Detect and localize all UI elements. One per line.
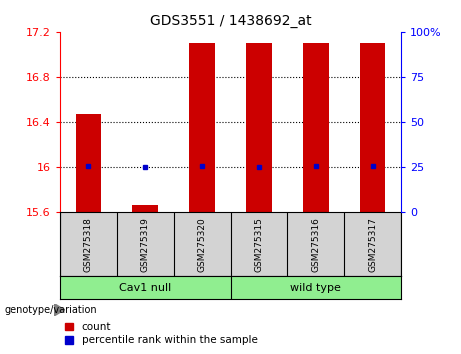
Text: GSM275319: GSM275319 <box>141 217 150 272</box>
Text: genotype/variation: genotype/variation <box>5 305 97 315</box>
Text: Cav1 null: Cav1 null <box>119 282 171 293</box>
Text: GSM275320: GSM275320 <box>198 217 207 272</box>
Bar <box>132 205 158 212</box>
Text: GSM275315: GSM275315 <box>254 217 263 272</box>
Title: GDS3551 / 1438692_at: GDS3551 / 1438692_at <box>150 14 311 28</box>
Text: GSM275317: GSM275317 <box>368 217 377 272</box>
Polygon shape <box>54 304 65 316</box>
Legend: count, percentile rank within the sample: count, percentile rank within the sample <box>65 322 258 345</box>
Text: GSM275316: GSM275316 <box>311 217 320 272</box>
Bar <box>360 43 385 212</box>
Bar <box>246 43 272 212</box>
Bar <box>303 43 329 212</box>
Text: GSM275318: GSM275318 <box>84 217 93 272</box>
Bar <box>76 114 101 212</box>
Bar <box>189 43 215 212</box>
Text: wild type: wild type <box>290 282 341 293</box>
